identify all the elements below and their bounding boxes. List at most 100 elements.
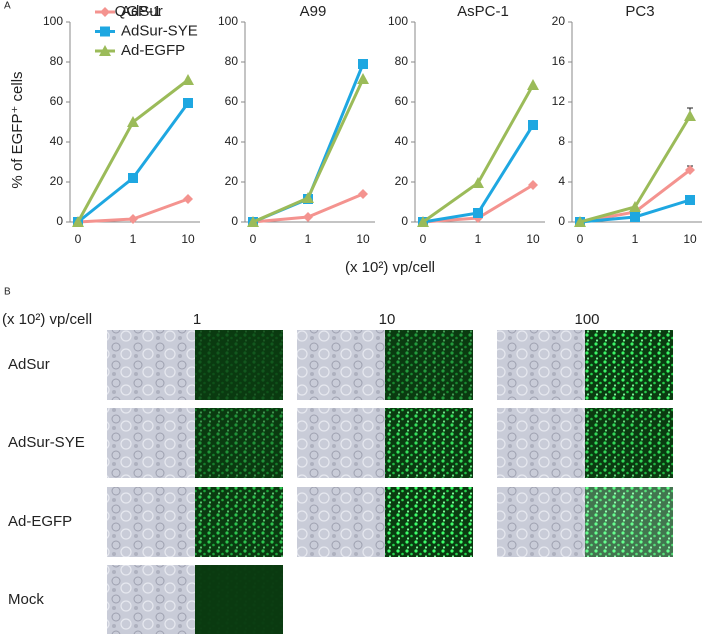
- y-tick-label: 20: [50, 174, 64, 188]
- data-point: [303, 212, 313, 222]
- x-tick-label: 0: [420, 232, 427, 246]
- legend-marker: [100, 26, 110, 37]
- data-point: [417, 216, 429, 227]
- column-header: 10: [379, 311, 396, 328]
- y-tick-label: 8: [558, 134, 565, 148]
- column-header: 100: [574, 311, 599, 328]
- y-tick-label: 60: [50, 94, 64, 108]
- chart-title: QGP-1: [115, 3, 162, 20]
- y-tick-label: 80: [50, 54, 64, 68]
- data-point: [127, 116, 139, 127]
- y-tick-label: 40: [50, 134, 64, 148]
- phase-contrast-image: [297, 487, 385, 557]
- data-point: [685, 195, 695, 205]
- data-point: [528, 120, 538, 130]
- y-axis-label: % of EGFP⁺ cells: [9, 71, 26, 188]
- data-point: [357, 73, 369, 84]
- data-point: [247, 216, 259, 227]
- y-tick-label: 16: [552, 54, 566, 68]
- phase-contrast-image: [497, 330, 585, 400]
- x-tick-label: 10: [181, 232, 195, 246]
- data-point: [685, 165, 695, 175]
- phase-contrast-image: [107, 408, 195, 478]
- y-tick-label: 40: [225, 134, 239, 148]
- phase-contrast-image: [497, 408, 585, 478]
- data-point: [527, 79, 539, 90]
- data-point: [72, 216, 84, 227]
- x-tick-label: 10: [356, 232, 370, 246]
- y-tick-label: 100: [43, 14, 63, 28]
- fluorescence-signal: [585, 408, 673, 478]
- fluorescence-signal: [585, 330, 673, 400]
- fluorescence-signal: [195, 408, 283, 478]
- x-tick-label: 10: [683, 232, 697, 246]
- row-label: Mock: [8, 591, 44, 608]
- panel-label: A: [4, 1, 11, 12]
- data-point: [128, 173, 138, 183]
- y-tick-label: 4: [558, 174, 565, 188]
- y-tick-label: 20: [552, 14, 566, 28]
- panel-label: B: [4, 287, 11, 298]
- data-point: [358, 189, 368, 199]
- phase-contrast-image: [497, 487, 585, 557]
- fluorescence-image: [195, 565, 283, 634]
- x-tick-label: 1: [632, 232, 639, 246]
- y-tick-label: 0: [558, 214, 565, 228]
- fluorescence-signal: [385, 330, 473, 400]
- data-point: [358, 59, 368, 69]
- data-point: [472, 177, 484, 188]
- phase-contrast-image: [107, 565, 195, 634]
- y-tick-label: 100: [388, 14, 408, 28]
- fluorescence-signal: [385, 408, 473, 478]
- x-axis-label: (x 10²) vp/cell: [345, 259, 435, 276]
- legend-marker: [100, 7, 110, 17]
- data-point: [302, 192, 314, 203]
- data-point: [182, 74, 194, 85]
- fluorescence-signal: [385, 487, 473, 557]
- x-tick-label: 10: [526, 232, 540, 246]
- chart-title: PC3: [625, 3, 654, 20]
- y-tick-label: 0: [401, 214, 408, 228]
- data-point: [128, 214, 138, 224]
- x-tick-label: 0: [75, 232, 82, 246]
- y-tick-label: 20: [225, 174, 239, 188]
- phase-contrast-image: [107, 487, 195, 557]
- y-tick-label: 20: [395, 174, 409, 188]
- column-header: 1: [193, 311, 201, 328]
- data-point: [528, 180, 538, 190]
- row-label: Ad-EGFP: [8, 513, 72, 530]
- row-label: AdSur: [8, 356, 50, 373]
- data-point: [684, 110, 696, 121]
- x-tick-label: 0: [250, 232, 257, 246]
- fluorescence-signal: [195, 330, 283, 400]
- y-tick-label: 60: [225, 94, 239, 108]
- y-tick-label: 80: [395, 54, 409, 68]
- chart-title: A99: [300, 3, 327, 20]
- data-point: [630, 212, 640, 222]
- legend-label: Ad-EGFP: [121, 42, 185, 59]
- fluorescence-signal: [195, 565, 283, 634]
- data-point: [183, 98, 193, 108]
- phase-contrast-image: [297, 330, 385, 400]
- y-tick-label: 12: [552, 94, 566, 108]
- row-label: AdSur-SYE: [8, 434, 85, 451]
- data-point: [183, 194, 193, 204]
- data-point: [629, 201, 641, 212]
- x-tick-label: 1: [305, 232, 312, 246]
- y-tick-label: 40: [395, 134, 409, 148]
- legend-label: AdSur-SYE: [121, 22, 198, 39]
- series-line: [422, 124, 535, 224]
- column-header-title: (x 10²) vp/cell: [2, 311, 92, 328]
- y-tick-label: 0: [56, 214, 63, 228]
- x-tick-label: 1: [130, 232, 137, 246]
- y-tick-label: 100: [218, 14, 238, 28]
- series-line: [76, 78, 189, 223]
- legend-marker: [99, 45, 111, 56]
- phase-contrast-image: [297, 408, 385, 478]
- x-tick-label: 1: [475, 232, 482, 246]
- phase-contrast-image: [107, 330, 195, 400]
- x-tick-label: 0: [577, 232, 584, 246]
- y-tick-label: 0: [231, 214, 238, 228]
- y-tick-label: 60: [395, 94, 409, 108]
